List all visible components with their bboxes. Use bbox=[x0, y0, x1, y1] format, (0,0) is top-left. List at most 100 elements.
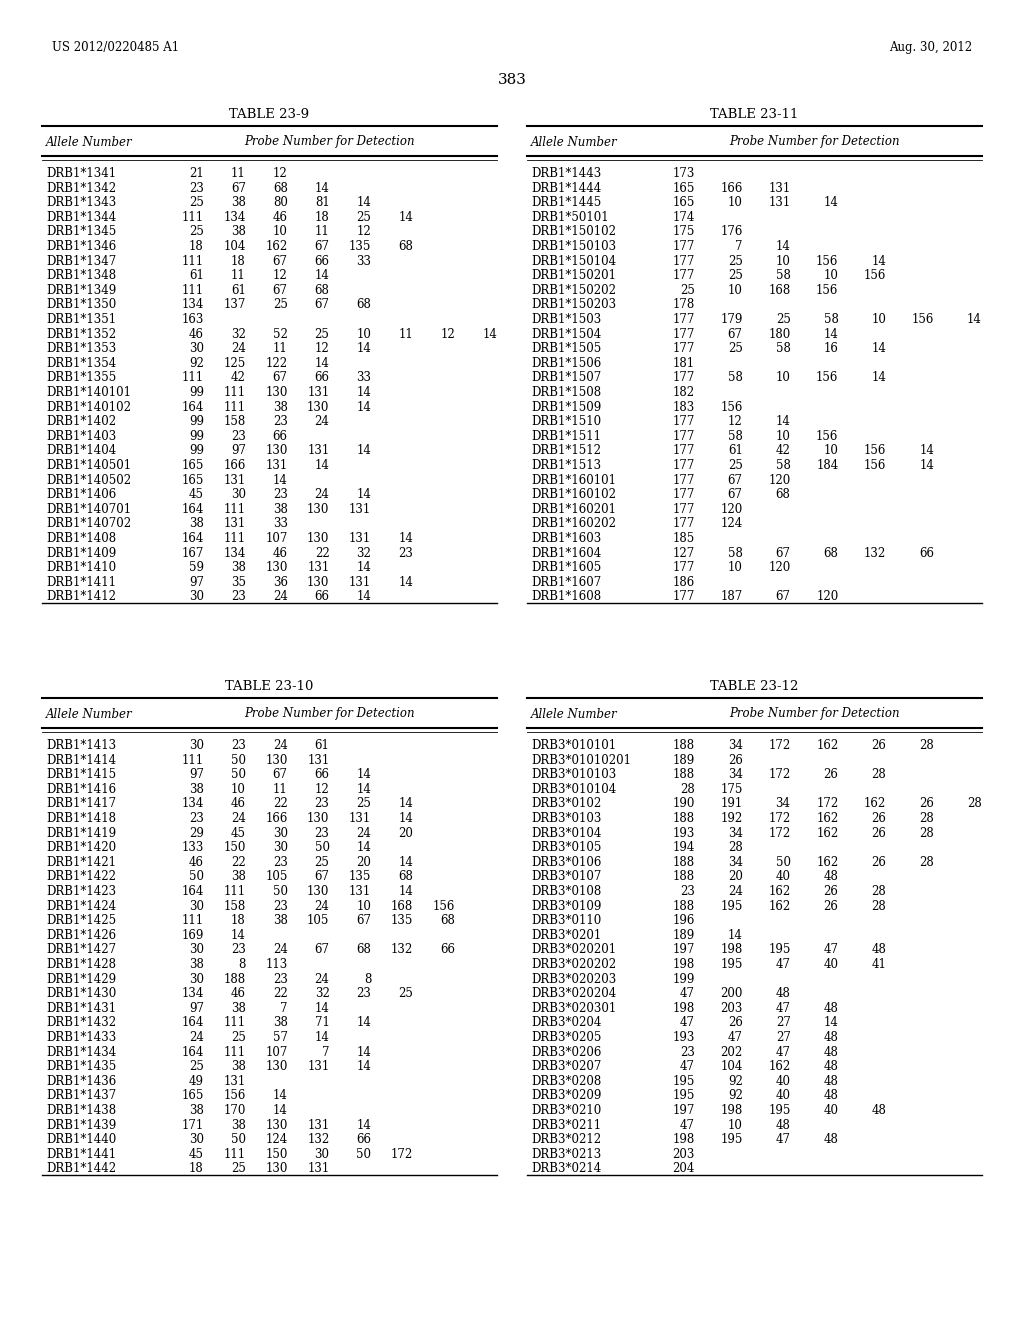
Text: 23: 23 bbox=[680, 1045, 695, 1059]
Text: DRB3*0207: DRB3*0207 bbox=[531, 1060, 601, 1073]
Text: 33: 33 bbox=[356, 255, 372, 268]
Text: 14: 14 bbox=[356, 445, 372, 458]
Text: 26: 26 bbox=[871, 826, 887, 840]
Text: 18: 18 bbox=[314, 211, 330, 224]
Text: 38: 38 bbox=[230, 1060, 246, 1073]
Text: 25: 25 bbox=[356, 797, 372, 810]
Text: 14: 14 bbox=[356, 342, 372, 355]
Text: 10: 10 bbox=[230, 783, 246, 796]
Text: DRB1*1348: DRB1*1348 bbox=[46, 269, 116, 282]
Text: 14: 14 bbox=[398, 855, 414, 869]
Text: 46: 46 bbox=[272, 546, 288, 560]
Text: 50: 50 bbox=[188, 870, 204, 883]
Text: 166: 166 bbox=[720, 182, 742, 194]
Text: 23: 23 bbox=[398, 546, 414, 560]
Text: 38: 38 bbox=[272, 400, 288, 413]
Text: 173: 173 bbox=[673, 168, 695, 180]
Text: 137: 137 bbox=[223, 298, 246, 312]
Text: 68: 68 bbox=[272, 182, 288, 194]
Text: DRB3*0211: DRB3*0211 bbox=[531, 1118, 601, 1131]
Text: 12: 12 bbox=[356, 226, 372, 239]
Text: 66: 66 bbox=[314, 371, 330, 384]
Text: 132: 132 bbox=[864, 546, 887, 560]
Text: 14: 14 bbox=[356, 400, 372, 413]
Text: 30: 30 bbox=[272, 841, 288, 854]
Text: 66: 66 bbox=[920, 546, 934, 560]
Text: 162: 162 bbox=[816, 739, 839, 752]
Text: 131: 131 bbox=[349, 884, 372, 898]
Text: 47: 47 bbox=[775, 958, 791, 972]
Text: 68: 68 bbox=[398, 870, 414, 883]
Text: DRB1*150203: DRB1*150203 bbox=[531, 298, 616, 312]
Text: DRB1*1354: DRB1*1354 bbox=[46, 356, 117, 370]
Text: 45: 45 bbox=[230, 826, 246, 840]
Text: 67: 67 bbox=[314, 298, 330, 312]
Text: 8: 8 bbox=[239, 958, 246, 972]
Text: 158: 158 bbox=[223, 900, 246, 912]
Text: Probe Number for Detection: Probe Number for Detection bbox=[729, 708, 900, 721]
Text: 67: 67 bbox=[314, 240, 330, 253]
Text: 176: 176 bbox=[720, 226, 742, 239]
Text: 25: 25 bbox=[189, 1060, 204, 1073]
Text: 28: 28 bbox=[871, 768, 887, 781]
Text: DRB1*1349: DRB1*1349 bbox=[46, 284, 117, 297]
Text: 198: 198 bbox=[673, 1002, 695, 1015]
Text: 195: 195 bbox=[673, 1089, 695, 1102]
Text: 197: 197 bbox=[673, 944, 695, 957]
Text: 130: 130 bbox=[307, 884, 330, 898]
Text: 175: 175 bbox=[720, 783, 742, 796]
Text: 30: 30 bbox=[188, 973, 204, 986]
Text: 177: 177 bbox=[673, 503, 695, 516]
Text: 30: 30 bbox=[188, 342, 204, 355]
Text: 199: 199 bbox=[673, 973, 695, 986]
Text: 190: 190 bbox=[673, 797, 695, 810]
Text: 23: 23 bbox=[189, 182, 204, 194]
Text: 383: 383 bbox=[498, 73, 526, 87]
Text: DRB1*1346: DRB1*1346 bbox=[46, 240, 117, 253]
Text: 66: 66 bbox=[314, 255, 330, 268]
Text: 38: 38 bbox=[189, 783, 204, 796]
Text: TABLE 23-9: TABLE 23-9 bbox=[229, 108, 309, 121]
Text: 34: 34 bbox=[728, 768, 742, 781]
Text: 28: 28 bbox=[920, 812, 934, 825]
Text: 50: 50 bbox=[230, 768, 246, 781]
Text: DRB1*1412: DRB1*1412 bbox=[46, 590, 116, 603]
Text: 47: 47 bbox=[823, 944, 839, 957]
Text: 130: 130 bbox=[265, 445, 288, 458]
Text: 188: 188 bbox=[223, 973, 246, 986]
Text: 47: 47 bbox=[775, 1133, 791, 1146]
Text: DRB1*1604: DRB1*1604 bbox=[531, 546, 601, 560]
Text: 32: 32 bbox=[230, 327, 246, 341]
Text: 8: 8 bbox=[364, 973, 372, 986]
Text: DRB1*1351: DRB1*1351 bbox=[46, 313, 116, 326]
Text: 195: 195 bbox=[720, 1133, 742, 1146]
Text: 23: 23 bbox=[272, 488, 288, 502]
Text: 46: 46 bbox=[272, 211, 288, 224]
Text: 38: 38 bbox=[272, 503, 288, 516]
Text: 24: 24 bbox=[356, 826, 372, 840]
Text: 41: 41 bbox=[871, 958, 887, 972]
Text: 204: 204 bbox=[673, 1163, 695, 1175]
Text: 66: 66 bbox=[314, 590, 330, 603]
Text: 134: 134 bbox=[181, 298, 204, 312]
Text: DRB3*020201: DRB3*020201 bbox=[531, 944, 616, 957]
Text: 26: 26 bbox=[728, 1016, 742, 1030]
Text: DRB1*1423: DRB1*1423 bbox=[46, 884, 116, 898]
Text: 10: 10 bbox=[728, 197, 742, 209]
Text: 12: 12 bbox=[314, 342, 330, 355]
Text: 58: 58 bbox=[776, 459, 791, 473]
Text: 124: 124 bbox=[721, 517, 742, 531]
Text: DRB1*1404: DRB1*1404 bbox=[46, 445, 117, 458]
Text: 24: 24 bbox=[314, 416, 330, 428]
Text: DRB3*0205: DRB3*0205 bbox=[531, 1031, 601, 1044]
Text: DRB1*1504: DRB1*1504 bbox=[531, 327, 601, 341]
Text: 40: 40 bbox=[823, 1104, 839, 1117]
Text: Probe Number for Detection: Probe Number for Detection bbox=[244, 136, 415, 149]
Text: DRB3*0107: DRB3*0107 bbox=[531, 870, 601, 883]
Text: 14: 14 bbox=[356, 1045, 372, 1059]
Text: 111: 111 bbox=[223, 1016, 246, 1030]
Text: 162: 162 bbox=[265, 240, 288, 253]
Text: 14: 14 bbox=[871, 255, 887, 268]
Text: 50: 50 bbox=[230, 754, 246, 767]
Text: 14: 14 bbox=[356, 385, 372, 399]
